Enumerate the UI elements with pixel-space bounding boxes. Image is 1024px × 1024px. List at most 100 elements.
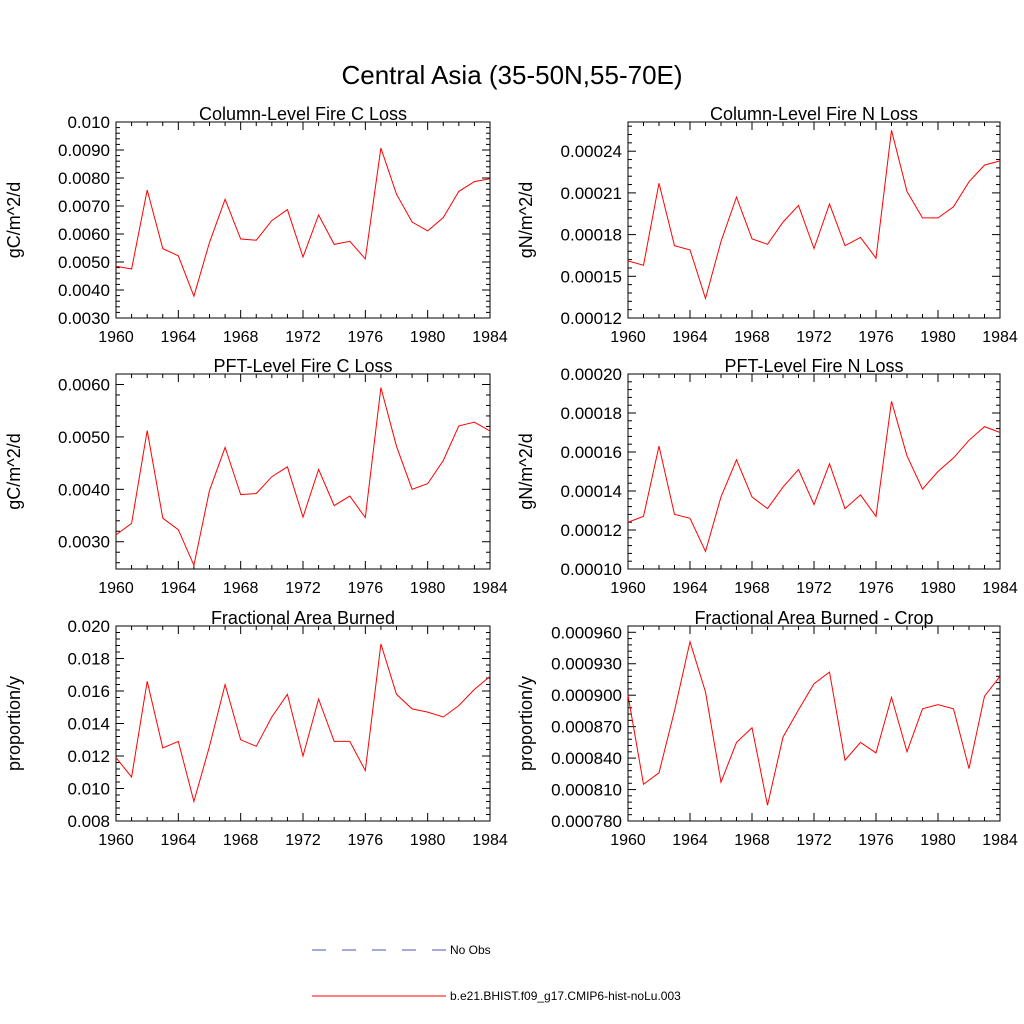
series-line xyxy=(115,147,491,298)
legend-item: No Obs xyxy=(312,943,491,957)
y-tick-label: 0.0060 xyxy=(58,225,110,244)
y-tick-label: 0.018 xyxy=(67,650,110,669)
y-tick-label: 0.00020 xyxy=(561,365,622,384)
x-tick-label: 1980 xyxy=(920,832,956,849)
x-tick-label: 1960 xyxy=(98,580,134,597)
plot-frame xyxy=(115,625,491,822)
x-tick-label: 1968 xyxy=(223,329,259,346)
chart-panel: 1960 1964 1968 1972 1976 1980 1984 0.0030 0.0040… xyxy=(4,356,508,597)
y-tick-label: 0.00018 xyxy=(561,404,622,423)
x-tick-label: 1968 xyxy=(734,580,770,597)
x-tick-label: 1984 xyxy=(982,329,1018,346)
y-tick-label: 0.0050 xyxy=(58,253,110,272)
panel-title: Column-Level Fire N Loss xyxy=(710,104,918,124)
plot-frame xyxy=(115,121,491,319)
series-line xyxy=(115,387,491,567)
series-line xyxy=(627,401,1001,553)
y-tick-label: 0.00015 xyxy=(561,267,622,286)
series-line xyxy=(627,130,1001,301)
chart-panel: 1960 1964 1968 1972 1976 1980 1984 0.0030 0.0040… xyxy=(4,104,508,346)
legend-label: b.e21.BHIST.f09_g17.CMIP6-hist-noLu.003 xyxy=(450,989,681,1003)
x-tick-label: 1968 xyxy=(734,329,770,346)
x-tick-label: 1968 xyxy=(223,832,259,849)
series-line xyxy=(627,639,1001,806)
y-tick-label: 0.010 xyxy=(67,113,110,132)
y-tick-label: 0.00012 xyxy=(561,521,622,540)
x-tick-label: 1984 xyxy=(982,832,1018,849)
x-tick-label: 1976 xyxy=(858,329,894,346)
x-tick-label: 1976 xyxy=(348,832,384,849)
x-tick-label: 1960 xyxy=(98,832,134,849)
legend-item: b.e21.BHIST.f09_g17.CMIP6-hist-noLu.003 xyxy=(312,989,681,1003)
x-tick-label: 1964 xyxy=(161,832,197,849)
x-tick-label: 1980 xyxy=(410,580,446,597)
panel-title: Fractional Area Burned - Crop xyxy=(694,608,933,628)
y-tick-label: 0.00014 xyxy=(561,482,622,501)
series-line xyxy=(115,643,491,804)
y-tick-label: 0.0070 xyxy=(58,197,110,216)
plot-frame xyxy=(627,625,1001,822)
y-tick-label: 0.00021 xyxy=(561,184,622,203)
y-tick-label: 0.000780 xyxy=(551,812,622,831)
legend-label: No Obs xyxy=(450,943,491,957)
panel-title: Fractional Area Burned xyxy=(211,608,395,628)
y-tick-label: 0.014 xyxy=(67,715,110,734)
y-tick-label: 0.008 xyxy=(67,812,110,831)
y-axis-label: gC/m^2/d xyxy=(4,433,24,509)
x-tick-label: 1972 xyxy=(285,832,321,849)
legend: No Obs b.e21.BHIST.f09_g17.CMIP6-hist-noL… xyxy=(312,943,681,1003)
x-tick-label: 1976 xyxy=(858,832,894,849)
x-tick-label: 1984 xyxy=(472,832,508,849)
y-tick-label: 0.012 xyxy=(67,747,110,766)
x-tick-label: 1972 xyxy=(285,329,321,346)
x-tick-label: 1972 xyxy=(796,580,832,597)
x-tick-label: 1976 xyxy=(348,329,384,346)
panel-title: Column-Level Fire C Loss xyxy=(199,104,407,124)
y-tick-label: 0.000900 xyxy=(551,686,622,705)
y-tick-label: 0.000870 xyxy=(551,718,622,737)
y-tick-label: 0.0030 xyxy=(58,309,110,328)
x-tick-label: 1980 xyxy=(920,329,956,346)
x-tick-label: 1972 xyxy=(796,832,832,849)
x-tick-label: 1980 xyxy=(410,832,446,849)
y-tick-label: 0.000810 xyxy=(551,781,622,800)
y-tick-label: 0.000960 xyxy=(551,623,622,642)
x-tick-label: 1984 xyxy=(472,329,508,346)
panel-title: PFT-Level Fire C Loss xyxy=(213,356,392,376)
plot-frame xyxy=(115,373,491,570)
chart-panel: 1960 1964 1968 1972 1976 1980 1984 0.00010 0.000… xyxy=(516,356,1018,597)
x-tick-label: 1968 xyxy=(734,832,770,849)
y-axis-label: gN/m^2/d xyxy=(516,433,536,509)
y-tick-label: 0.0040 xyxy=(58,480,110,499)
y-tick-label: 0.0030 xyxy=(58,533,110,552)
y-tick-label: 0.00024 xyxy=(561,142,622,161)
x-tick-label: 1964 xyxy=(161,580,197,597)
y-tick-label: 0.020 xyxy=(67,617,110,636)
x-tick-label: 1960 xyxy=(610,329,646,346)
x-tick-label: 1980 xyxy=(410,329,446,346)
y-axis-label: proportion/y xyxy=(4,676,24,771)
x-tick-label: 1984 xyxy=(472,580,508,597)
x-tick-label: 1984 xyxy=(982,580,1018,597)
x-tick-label: 1968 xyxy=(223,580,259,597)
x-tick-label: 1960 xyxy=(98,329,134,346)
x-tick-label: 1972 xyxy=(285,580,321,597)
y-tick-label: 0.010 xyxy=(67,780,110,799)
chart-panel: 1960 1964 1968 1972 1976 1980 1984 0.000780 0.00… xyxy=(516,608,1018,849)
y-tick-label: 0.00018 xyxy=(561,226,622,245)
x-tick-label: 1976 xyxy=(858,580,894,597)
x-tick-label: 1960 xyxy=(610,832,646,849)
y-tick-label: 0.000930 xyxy=(551,655,622,674)
x-tick-label: 1964 xyxy=(672,329,708,346)
x-tick-label: 1976 xyxy=(348,580,384,597)
y-tick-label: 0.00010 xyxy=(561,560,622,579)
y-tick-label: 0.016 xyxy=(67,682,110,701)
y-tick-label: 0.0060 xyxy=(58,375,110,394)
y-tick-label: 0.0040 xyxy=(58,281,110,300)
panels: 1960 1964 1968 1972 1976 1980 1984 0.0030 0.0040… xyxy=(4,104,1018,849)
y-tick-label: 0.0090 xyxy=(58,141,110,160)
panel-title: PFT-Level Fire N Loss xyxy=(724,356,903,376)
y-axis-label: proportion/y xyxy=(516,676,536,771)
y-axis-label: gC/m^2/d xyxy=(4,182,24,258)
